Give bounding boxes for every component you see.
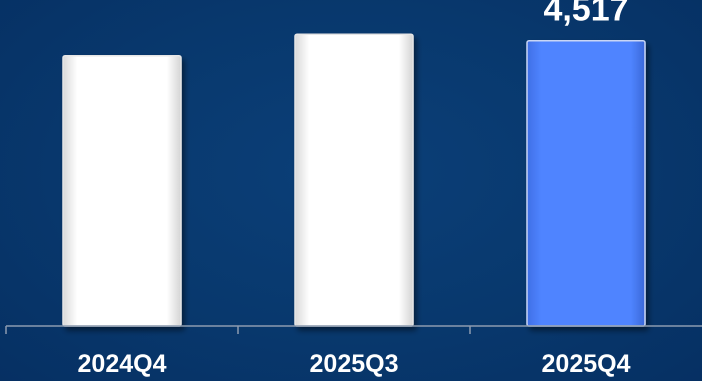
x-tick-label: 2025Q4: [542, 350, 631, 378]
bar-2024Q4: [62, 54, 182, 327]
x-tick-label: 2024Q4: [78, 350, 167, 378]
data-label: 4,517: [543, 0, 628, 29]
bar-2025Q3: [294, 33, 414, 327]
bars-layer: [62, 33, 646, 327]
bar-2025Q4: [526, 39, 646, 327]
x-tick-label: 2025Q3: [310, 350, 399, 378]
labels-layer: 2024Q4 2025Q3 2025Q4 4,517: [78, 0, 631, 378]
x-axis-ticks: [5, 326, 471, 334]
